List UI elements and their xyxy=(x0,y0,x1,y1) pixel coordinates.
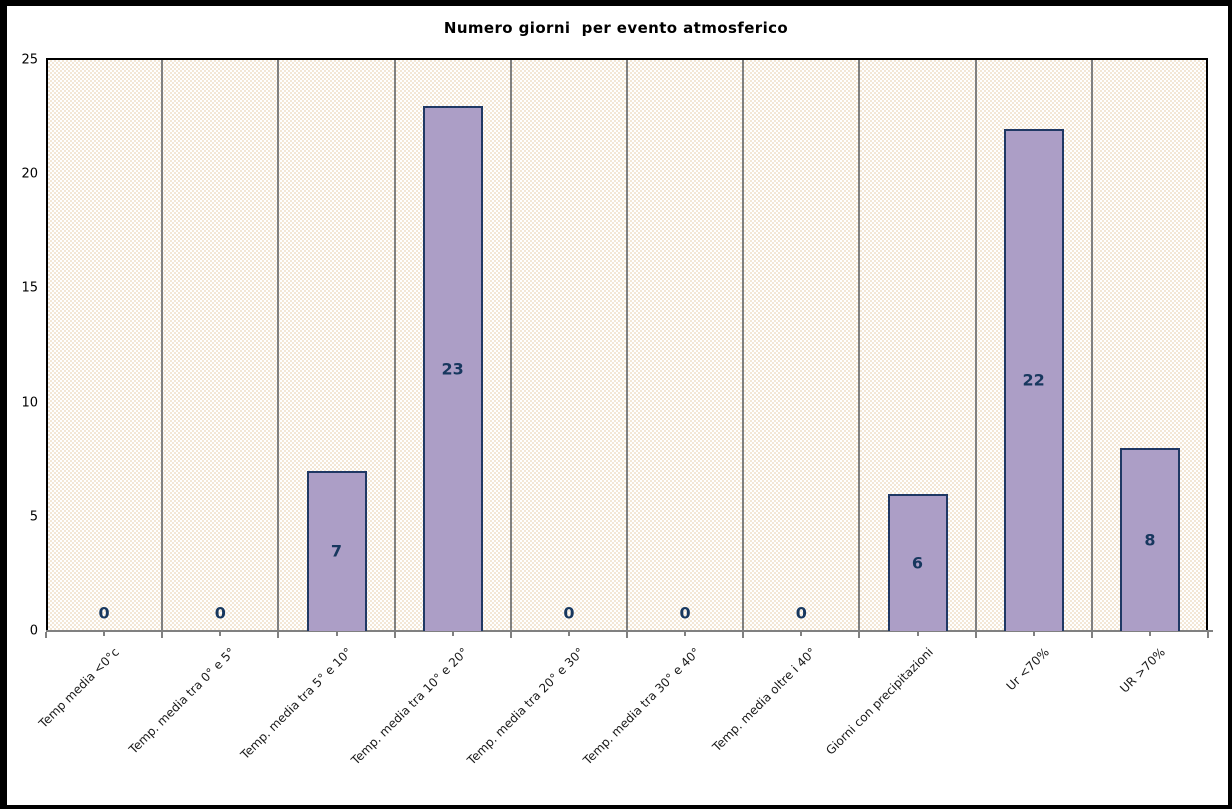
bar-value-label: 8 xyxy=(1144,530,1156,549)
bar-value-label: 0 xyxy=(214,603,226,623)
category-gridline xyxy=(742,60,745,631)
bar-value-label: 0 xyxy=(563,603,575,623)
bar xyxy=(1003,129,1064,631)
category-gridline xyxy=(974,60,977,631)
category-gridline xyxy=(1090,60,1093,631)
category-gridline xyxy=(277,60,280,631)
category-gridline xyxy=(161,60,164,631)
x-axis-major-tick xyxy=(858,632,861,638)
x-axis-major-tick xyxy=(742,632,745,638)
x-axis-major-tick xyxy=(1090,632,1093,638)
x-axis-major-tick xyxy=(509,632,512,638)
x-axis-major-tick xyxy=(45,632,47,638)
bar-value-label: 6 xyxy=(911,553,924,572)
bar xyxy=(1119,448,1180,631)
bar-value-label: 7 xyxy=(330,541,343,561)
bar-value-label: 22 xyxy=(1022,370,1045,390)
x-axis-minor-tick xyxy=(1032,632,1035,636)
y-axis-tick-label: 25 xyxy=(21,52,38,68)
x-axis-major-tick xyxy=(393,632,396,638)
x-axis-major-tick xyxy=(161,632,164,638)
y-axis-tick-label: 0 xyxy=(29,623,38,639)
x-axis-minor-tick xyxy=(103,632,106,636)
x-axis-major-tick xyxy=(277,632,280,638)
category-gridline xyxy=(626,60,628,631)
category-gridline xyxy=(858,60,861,631)
x-axis-minor-tick xyxy=(335,632,338,636)
x-axis-minor-tick xyxy=(567,632,570,636)
category-gridline xyxy=(393,60,396,631)
x-axis-minor-tick xyxy=(684,632,687,636)
y-axis-tick-label: 10 xyxy=(21,395,38,411)
x-axis-major-tick xyxy=(1207,632,1209,638)
x-axis-minor-tick xyxy=(451,632,454,636)
bar xyxy=(887,494,948,631)
x-axis-major-tick xyxy=(626,632,628,638)
bar xyxy=(422,106,483,631)
y-axis-tick-label: 20 xyxy=(21,166,38,182)
x-axis-minor-tick xyxy=(219,632,222,636)
x-axis-minor-tick xyxy=(800,632,803,636)
x-axis-line xyxy=(46,630,1213,632)
x-axis-minor-tick xyxy=(916,632,919,636)
x-axis-major-tick xyxy=(974,632,977,638)
bar-value-label: 0 xyxy=(679,603,691,623)
bar-value-label: 0 xyxy=(795,603,807,623)
bar-value-label: 0 xyxy=(98,603,110,623)
chart-title: Numero giorni per evento atmosferico xyxy=(443,19,789,37)
y-axis-tick-label: 5 xyxy=(29,509,38,525)
category-gridline xyxy=(509,60,512,631)
bar-value-label: 23 xyxy=(441,359,464,378)
x-axis-minor-tick xyxy=(1148,632,1151,636)
y-axis-tick-label: 15 xyxy=(21,280,38,296)
bar xyxy=(306,471,367,631)
